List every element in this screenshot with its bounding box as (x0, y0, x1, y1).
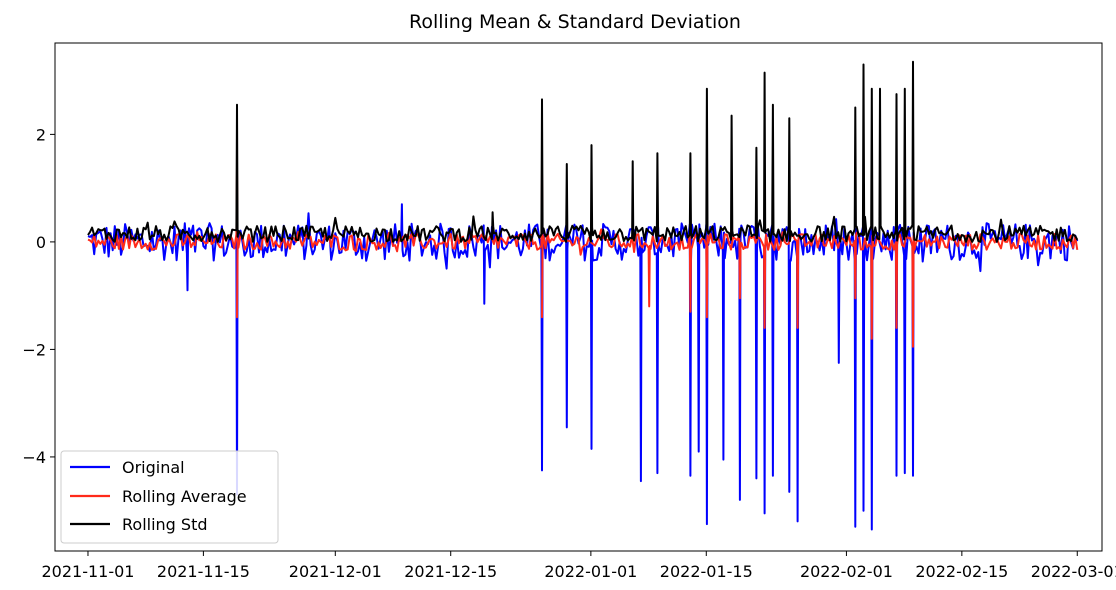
legend: Original Rolling Average Rolling Std (60, 450, 279, 544)
plot-frame (54, 42, 1103, 552)
legend-label-rolling-average: Rolling Average (122, 487, 247, 506)
x-tick-label: 2021-11-15 (157, 562, 250, 581)
legend-box (60, 450, 279, 544)
y-tick-label: −2 (22, 340, 46, 359)
y-tick-label: 2 (36, 125, 46, 144)
x-tick-label: 2022-02-15 (915, 562, 1008, 581)
y-tick-label: 0 (36, 233, 46, 252)
x-tick-label: 2022-01-01 (544, 562, 637, 581)
x-tick-label: 2022-02-01 (800, 562, 893, 581)
x-tick-label: 2021-12-15 (404, 562, 497, 581)
x-tick-label: 2021-12-01 (289, 562, 382, 581)
y-axis: 2 0 −2 −4 (22, 125, 55, 467)
legend-label-original: Original (122, 458, 185, 477)
rolling-std-line (87, 60, 1079, 243)
chart-title: Rolling Mean & Standard Deviation (409, 11, 741, 33)
x-tick-label: 2022-01-15 (660, 562, 753, 581)
plot-series (87, 60, 1079, 531)
x-tick-label: 2021-11-01 (41, 562, 134, 581)
legend-label-rolling-std: Rolling Std (122, 515, 208, 534)
x-tick-label: 2022-03-01 (1031, 562, 1116, 581)
x-axis: 2021-11-01 2021-11-15 2021-12-01 2021-12-15… (41, 551, 1116, 581)
y-tick-label: −4 (22, 448, 46, 467)
